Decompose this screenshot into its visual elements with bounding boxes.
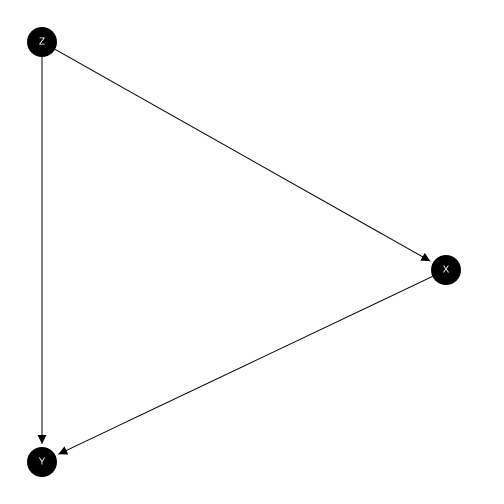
edge-X-Y: [58, 276, 432, 454]
edges-group: [42, 49, 432, 454]
node-Z: Z: [27, 27, 57, 57]
node-X: X: [431, 255, 461, 285]
nodes-group: Z X Y: [27, 27, 461, 477]
node-label-Z: Z: [39, 37, 45, 48]
edge-Z-X: [55, 49, 430, 261]
node-label-X: X: [443, 265, 450, 276]
directed-graph: Z X Y: [0, 0, 504, 504]
node-Y: Y: [27, 447, 57, 477]
node-label-Y: Y: [39, 457, 46, 468]
